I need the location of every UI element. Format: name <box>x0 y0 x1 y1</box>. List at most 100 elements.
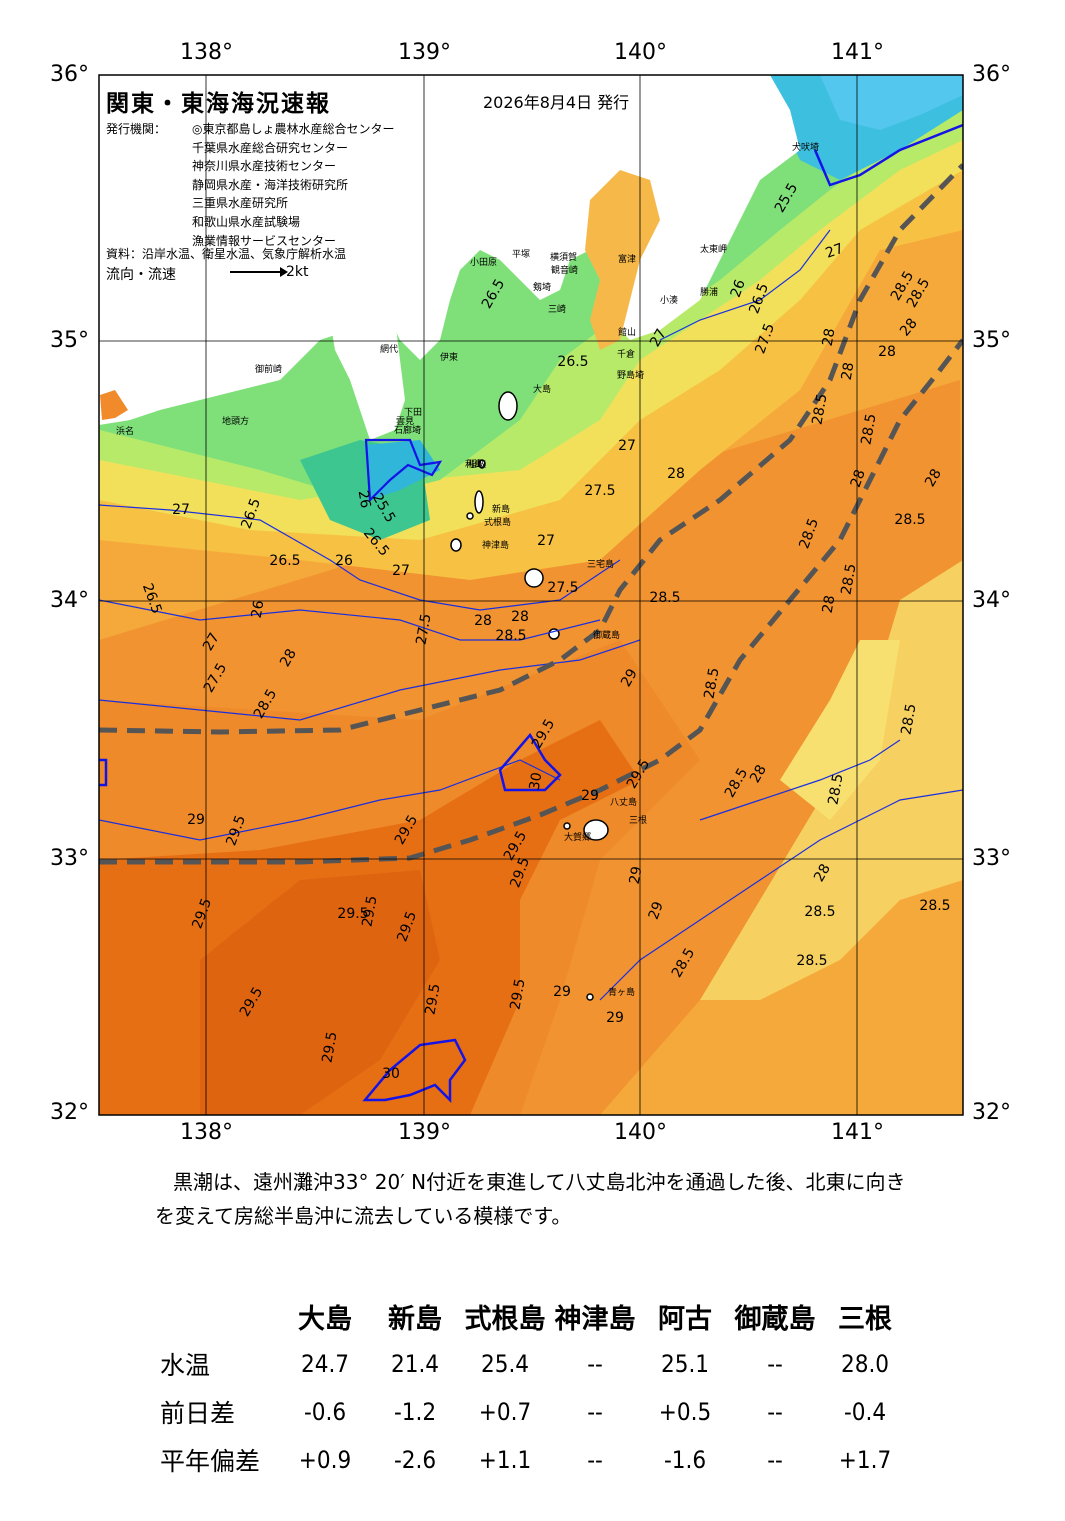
contour-value-label: 28.5 <box>919 898 950 914</box>
contour-value-label: 29 <box>553 984 571 1000</box>
table-cell: 25.1 <box>660 1350 710 1378</box>
publisher-label: 発行機関： <box>106 122 167 136</box>
contour-value-label: 29.5 <box>359 895 380 928</box>
contour-value-label: 27 <box>824 241 846 262</box>
place-name-label: 観音崎 <box>551 264 578 276</box>
contour-value-label: 28 <box>820 594 839 614</box>
table-cell: -- <box>587 1350 603 1378</box>
longitude-top-139: 139° <box>398 40 451 65</box>
contour-value-label: 30 <box>382 1066 400 1082</box>
place-name-label: 三崎 <box>548 303 566 315</box>
contour-value-label: 27 <box>392 563 410 579</box>
table-cell: -1.6 <box>663 1446 707 1474</box>
isotherm-30-north <box>498 732 562 792</box>
map-title: 関東・東海海況速報 <box>106 91 331 117</box>
publisher-agency: 神奈川県水産技術センター <box>192 159 337 174</box>
contour-value-label: 28 <box>922 466 945 489</box>
row-label: 前日差 <box>160 1399 236 1428</box>
sea-28-east-pocket <box>780 640 900 820</box>
station-header: 阿古 <box>658 1303 712 1335</box>
contour-value-label: 27.5 <box>547 580 578 596</box>
land-honshu <box>99 75 800 425</box>
station-temperature-table: 大島 新島 式根島 神津島 阿古 御蔵島 三根 水温 24.7 21.4 25.… <box>160 1292 910 1484</box>
place-name-label: 大賀郷 <box>564 831 591 843</box>
isotherm-27 <box>99 504 621 611</box>
place-name-label: 下田 <box>404 407 422 418</box>
publisher-row: 和歌山県水産試験場 <box>106 213 394 232</box>
place-name-label: 野島埼 <box>617 369 644 381</box>
row-label: 水温 <box>160 1351 211 1380</box>
table-cell: 25.4 <box>480 1350 530 1378</box>
map-border <box>98 74 964 1116</box>
contour-value-label: 29.5 <box>337 906 368 922</box>
place-name-label: 平塚 <box>512 249 530 260</box>
place-name-label: 稲取 <box>468 458 486 470</box>
place-name-label: 剱埼 <box>533 281 551 293</box>
publisher-block: 発行機関： ◎東京都島しょ農林水産総合センター 千葉県水産総合研究センター 神奈川… <box>106 120 394 250</box>
contour-value-label: 29 <box>581 788 599 804</box>
current-arrow-icon <box>230 267 288 277</box>
contour-value-label: 28.5 <box>809 393 830 426</box>
place-name-label: 網代 <box>380 343 398 355</box>
contour-value-label: 28.5 <box>804 904 835 920</box>
place-name-label: 式根島 <box>484 516 511 528</box>
publisher-row: 三重県水産研究所 <box>106 194 394 213</box>
table-cell: +1.7 <box>838 1446 892 1474</box>
table-cell: -0.4 <box>843 1398 887 1426</box>
place-name-label: 太東岬 <box>700 243 727 255</box>
station-header: 新島 <box>388 1303 442 1335</box>
contour-value-label: 28.5 <box>825 773 846 806</box>
contour-value-label: 26 <box>249 599 268 619</box>
place-name-label: 勝浦 <box>700 286 718 298</box>
contour-value-label: 26.5 <box>269 553 300 569</box>
station-header: 御蔵島 <box>734 1303 816 1335</box>
island-mikurajima <box>548 628 560 640</box>
latitude-left-35: 35° <box>50 328 89 353</box>
graticule <box>99 75 963 1115</box>
contour-value-label: 28.5 <box>898 703 919 736</box>
contour-value-label: 28 <box>848 468 869 490</box>
current-legend-unit: 2kt <box>286 264 309 280</box>
contour-value-label: 29 <box>618 666 641 689</box>
sea-tokyo-bay <box>585 170 660 350</box>
publisher-row: 発行機関： ◎東京都島しょ農林水産総合センター <box>106 120 394 139</box>
publisher-row: 静岡県水産・海洋技術研究所 <box>106 176 394 195</box>
table-cell: -- <box>767 1446 783 1474</box>
contour-value-label: 29 <box>606 1010 624 1026</box>
island-shikinejima <box>466 512 474 520</box>
longitude-top-138: 138° <box>180 40 233 65</box>
publisher-agency: 千葉県水産総合研究センター <box>192 140 349 155</box>
place-name-label: 御蔵島 <box>593 629 620 641</box>
latitude-left-36: 36° <box>50 62 89 87</box>
contour-value-label: 27.5 <box>413 613 434 646</box>
kuroshio-axis-north <box>99 163 963 735</box>
place-name-label: 横須賀 <box>550 251 577 263</box>
table-header-row: 大島 新島 式根島 神津島 阿古 御蔵島 三根 <box>160 1292 910 1340</box>
station-header: 神津島 <box>554 1303 636 1335</box>
contour-value-label: 28 <box>747 762 770 785</box>
sea-29.5-core-south <box>200 870 440 1115</box>
latitude-left-32: 32° <box>50 1100 89 1125</box>
contour-value-label: 26 <box>335 553 353 569</box>
publisher-agency: 漁業情報サービスセンター <box>192 233 337 248</box>
place-name-label: 御前崎 <box>255 363 282 375</box>
contour-value-label: 28 <box>667 466 685 482</box>
publisher-agency: ◎東京都島しょ農林水産総合センター <box>192 122 395 136</box>
table-cell: -2.6 <box>393 1446 437 1474</box>
kuroshio-axis <box>99 163 963 865</box>
place-name-label: 浜名 <box>116 425 134 437</box>
contour-value-label: 28 <box>511 609 529 625</box>
latitude-left-34: 34° <box>50 588 89 613</box>
latitude-right-33: 33° <box>972 846 1011 871</box>
table-cell: +1.1 <box>478 1446 532 1474</box>
place-name-label: 小湊 <box>660 294 678 306</box>
contour-value-label: 26 <box>355 489 374 509</box>
contour-value-label: 30 <box>527 771 546 791</box>
data-source: 資料：沿岸水温、衛星水温、気象庁解析水温 <box>106 247 347 261</box>
station-header: 大島 <box>298 1303 352 1335</box>
publisher-row: 漁業情報サービスセンター <box>106 232 394 251</box>
contour-value-label: 26.5 <box>557 354 588 370</box>
publisher-row: 千葉県水産総合研究センター <box>106 139 394 158</box>
isotherm-30-west <box>99 758 108 787</box>
